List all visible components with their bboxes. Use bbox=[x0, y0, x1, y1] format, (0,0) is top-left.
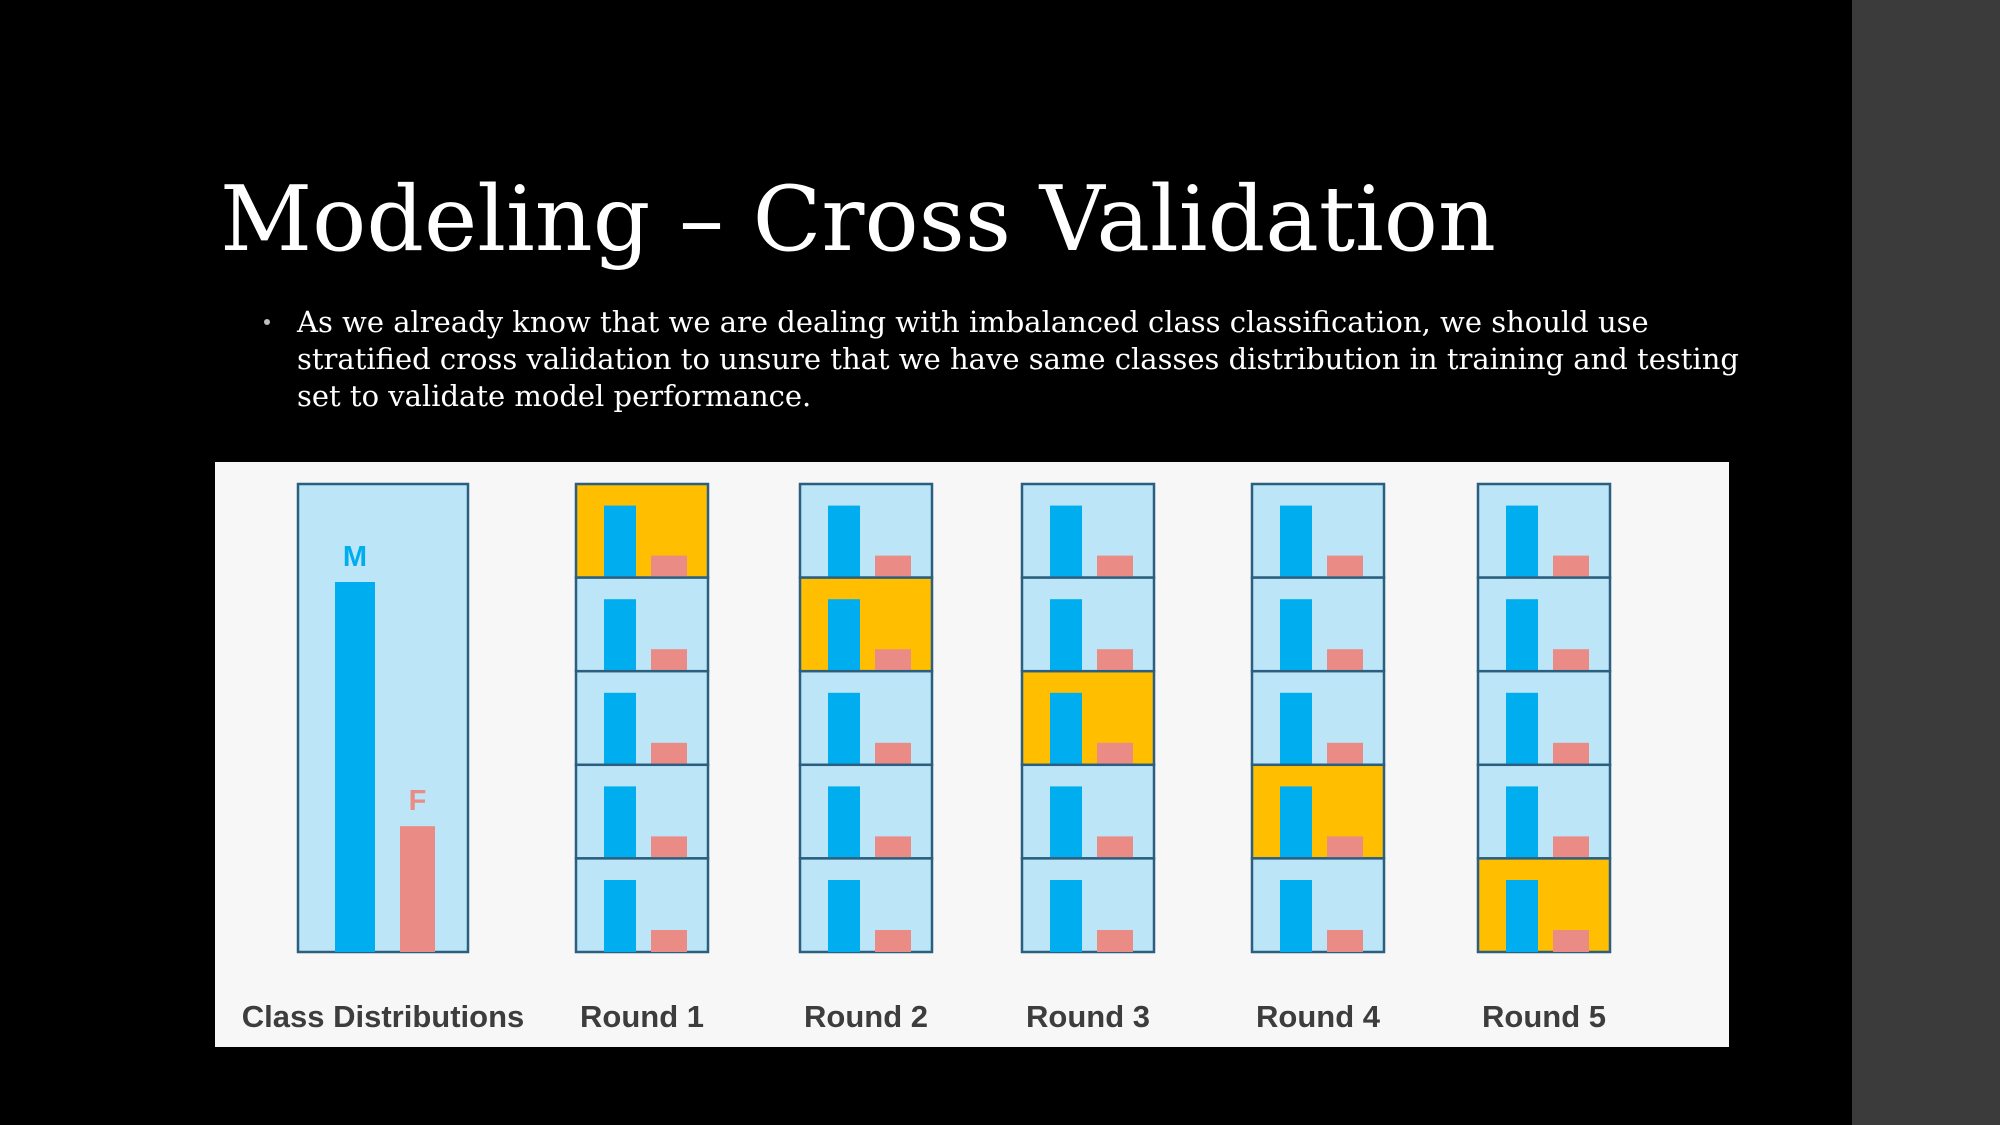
round-1-fold-2-train bbox=[574, 576, 710, 673]
round-4-fold-5-minority-bar bbox=[1327, 930, 1363, 952]
round-3-fold-4-train bbox=[1020, 763, 1156, 860]
round-4-fold-3-train bbox=[1250, 669, 1386, 767]
class-label-f: F bbox=[409, 785, 427, 817]
round-2-fold-4-majority-bar bbox=[828, 786, 860, 859]
class-bar-m bbox=[335, 582, 375, 952]
round-1-fold-2-majority-bar bbox=[604, 599, 636, 672]
round-5-fold-5-test bbox=[1476, 857, 1612, 954]
round-5-fold-3-train bbox=[1476, 669, 1612, 767]
round-4-fold-2-minority-bar bbox=[1327, 649, 1363, 672]
round-2-fold-4-train bbox=[798, 763, 934, 860]
round-4-fold-5-train bbox=[1250, 857, 1386, 954]
round-3-fold-3-minority-bar bbox=[1097, 742, 1133, 765]
round-1-fold-2-minority-bar bbox=[651, 649, 687, 672]
round-5-fold-4-minority-bar bbox=[1553, 836, 1589, 859]
round-5-fold-1-train bbox=[1476, 482, 1612, 579]
round-3-fold-1-majority-bar bbox=[1050, 505, 1082, 578]
round-1-fold-4-train bbox=[574, 763, 710, 860]
round-4-fold-4-majority-bar bbox=[1280, 786, 1312, 859]
round-3-fold-3-test bbox=[1020, 669, 1156, 767]
round-2-fold-1-train bbox=[798, 482, 934, 579]
round-3-fold-5-train bbox=[1020, 857, 1156, 954]
round-2-caption: Round 2 bbox=[804, 999, 928, 1034]
class-bar-f bbox=[400, 826, 435, 952]
round-3-fold-5-minority-bar bbox=[1097, 930, 1133, 952]
round-3-caption: Round 3 bbox=[1026, 999, 1150, 1034]
round-5-fold-4-train bbox=[1476, 763, 1612, 860]
bullet-dot-icon bbox=[264, 319, 270, 325]
round-1-fold-3-train bbox=[574, 669, 710, 767]
class-label-m: M bbox=[343, 541, 367, 573]
round-5-fold-1-majority-bar bbox=[1506, 505, 1538, 578]
round-3-fold-4-majority-bar bbox=[1050, 786, 1082, 859]
round-4-fold-4-test bbox=[1250, 763, 1386, 860]
bullet-text: As we already know that we are dealing w… bbox=[297, 305, 1739, 413]
round-3-fold-2-majority-bar bbox=[1050, 599, 1082, 672]
round-2-fold-5-minority-bar bbox=[875, 930, 911, 952]
class-distribution-panel bbox=[296, 482, 470, 954]
round-5-fold-3-majority-bar bbox=[1506, 692, 1538, 765]
round-4-fold-3-majority-bar bbox=[1280, 692, 1312, 765]
round-4-fold-1-train bbox=[1250, 482, 1386, 579]
round-5-fold-4-majority-bar bbox=[1506, 786, 1538, 859]
round-1-fold-5-train bbox=[574, 857, 710, 954]
round-2-fold-3-minority-bar bbox=[875, 742, 911, 765]
round-2-fold-1-minority-bar bbox=[875, 555, 911, 578]
round-2-fold-3-train bbox=[798, 669, 934, 767]
round-4-fold-5-majority-bar bbox=[1280, 880, 1312, 952]
class-distributions-caption: Class Distributions bbox=[242, 999, 525, 1034]
side-panel bbox=[1852, 0, 2000, 1125]
round-4-caption: Round 4 bbox=[1256, 999, 1381, 1034]
round-3-fold-3-majority-bar bbox=[1050, 692, 1082, 765]
round-1-fold-1-test bbox=[574, 482, 710, 579]
round-5-fold-2-minority-bar bbox=[1553, 649, 1589, 672]
round-4-fold-1-majority-bar bbox=[1280, 505, 1312, 578]
round-5-caption: Round 5 bbox=[1482, 999, 1606, 1034]
round-2-fold-2-test bbox=[798, 576, 934, 673]
stratified-cv-figure: M F Class Distributions Round 1 Round 2 Round… bbox=[215, 462, 1729, 1047]
round-2-fold-5-train bbox=[798, 857, 934, 954]
round-2-fold-5-majority-bar bbox=[828, 880, 860, 952]
round-1-fold-1-majority-bar bbox=[604, 505, 636, 578]
round-4-fold-4-minority-bar bbox=[1327, 836, 1363, 859]
slide-title: Modeling – Cross Validation bbox=[220, 167, 1496, 272]
round-1-caption: Round 1 bbox=[580, 999, 704, 1034]
round-4-fold-3-minority-bar bbox=[1327, 742, 1363, 765]
bullet-point: As we already know that we are dealing w… bbox=[264, 304, 1748, 415]
round-5-fold-5-minority-bar bbox=[1553, 930, 1589, 952]
round-5-fold-5-majority-bar bbox=[1506, 880, 1538, 952]
round-3-fold-4-minority-bar bbox=[1097, 836, 1133, 859]
round-2-fold-2-minority-bar bbox=[875, 649, 911, 672]
round-5-fold-2-train bbox=[1476, 576, 1612, 673]
round-5-fold-2-majority-bar bbox=[1506, 599, 1538, 672]
round-1-fold-4-majority-bar bbox=[604, 786, 636, 859]
round-4-fold-2-train bbox=[1250, 576, 1386, 673]
round-3-fold-1-minority-bar bbox=[1097, 555, 1133, 578]
round-4-fold-1-minority-bar bbox=[1327, 555, 1363, 578]
round-2-fold-1-majority-bar bbox=[828, 505, 860, 578]
round-2-fold-3-majority-bar bbox=[828, 692, 860, 765]
round-1-fold-4-minority-bar bbox=[651, 836, 687, 859]
round-3-fold-2-minority-bar bbox=[1097, 649, 1133, 672]
round-5-fold-3-minority-bar bbox=[1553, 742, 1589, 765]
round-3-fold-5-majority-bar bbox=[1050, 880, 1082, 952]
round-1-fold-5-majority-bar bbox=[604, 880, 636, 952]
round-2-fold-2-majority-bar bbox=[828, 599, 860, 672]
round-1-fold-1-minority-bar bbox=[651, 555, 687, 578]
round-3-fold-2-train bbox=[1020, 576, 1156, 673]
round-2-fold-4-minority-bar bbox=[875, 836, 911, 859]
round-1-fold-3-majority-bar bbox=[604, 692, 636, 765]
round-1-fold-3-minority-bar bbox=[651, 742, 687, 765]
round-5-fold-1-minority-bar bbox=[1553, 555, 1589, 578]
round-3-fold-1-train bbox=[1020, 482, 1156, 579]
stratified-cv-diagram: M F Class Distributions Round 1 Round 2 Round… bbox=[215, 462, 1729, 1047]
round-4-fold-2-majority-bar bbox=[1280, 599, 1312, 672]
round-1-fold-5-minority-bar bbox=[651, 930, 687, 952]
